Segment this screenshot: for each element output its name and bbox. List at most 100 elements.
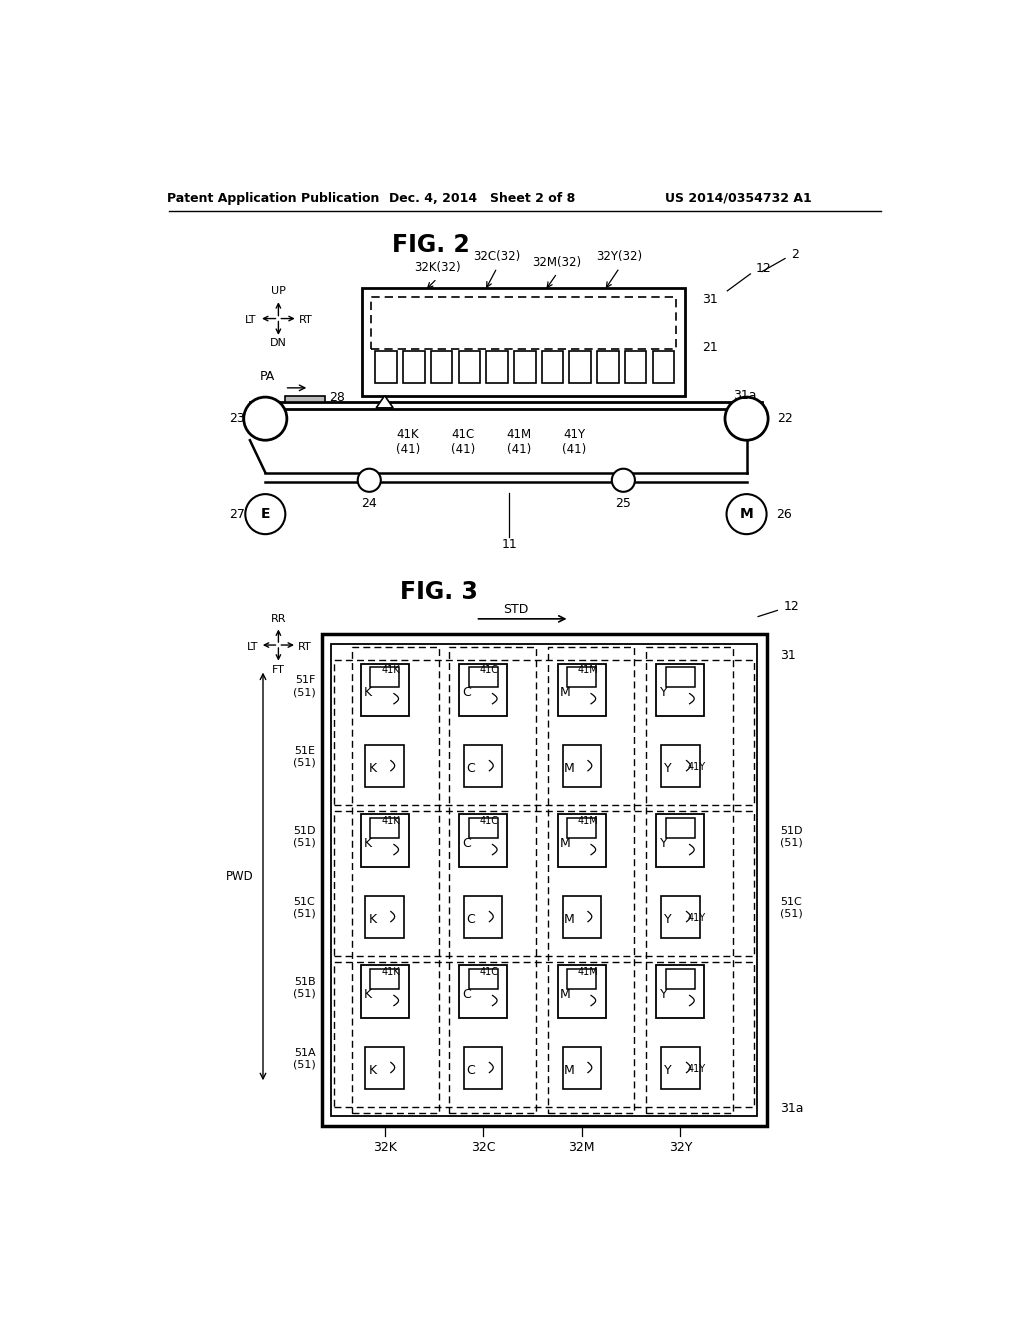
Text: PWD: PWD: [226, 870, 254, 883]
Text: Patent Application Publication: Patent Application Publication: [167, 191, 379, 205]
Text: 32Y: 32Y: [669, 1140, 692, 1154]
Bar: [662, 896, 699, 939]
Text: FIG. 3: FIG. 3: [399, 579, 477, 605]
Bar: [334, 812, 755, 956]
Text: 41M: 41M: [578, 665, 598, 675]
Bar: [361, 288, 685, 396]
Bar: [662, 1047, 699, 1089]
Text: M: M: [559, 989, 570, 1001]
Text: Sheet 2 of 8: Sheet 2 of 8: [489, 191, 575, 205]
Bar: [285, 396, 325, 401]
Text: K: K: [369, 912, 377, 925]
Text: M: M: [559, 837, 570, 850]
Bar: [562, 896, 601, 939]
Bar: [597, 351, 618, 383]
Text: M: M: [564, 1064, 574, 1077]
Text: US 2014/0354732 A1: US 2014/0354732 A1: [666, 191, 812, 205]
Text: 51D: 51D: [780, 826, 803, 837]
Bar: [656, 965, 705, 1018]
Text: (51): (51): [293, 989, 315, 999]
Text: 12: 12: [756, 261, 771, 275]
Text: (51): (51): [780, 908, 803, 919]
Text: 26: 26: [776, 508, 792, 520]
Text: 41M: 41M: [578, 966, 598, 977]
Text: 21: 21: [701, 341, 718, 354]
Circle shape: [725, 397, 768, 441]
Text: 51C: 51C: [780, 898, 802, 907]
Text: C: C: [467, 762, 475, 775]
Text: 51E: 51E: [294, 746, 315, 756]
Text: 2: 2: [792, 248, 799, 261]
Circle shape: [611, 469, 635, 492]
Bar: [656, 664, 705, 715]
Text: 11: 11: [502, 539, 517, 552]
Text: UP: UP: [271, 286, 286, 296]
Text: 32C(32): 32C(32): [473, 251, 521, 264]
Text: M: M: [559, 686, 570, 700]
Text: (51): (51): [293, 1060, 315, 1069]
Bar: [666, 818, 695, 838]
Bar: [370, 818, 399, 838]
Text: 51C: 51C: [294, 898, 315, 907]
Bar: [460, 814, 507, 867]
Text: Y: Y: [665, 1064, 672, 1077]
Bar: [459, 351, 480, 383]
Bar: [370, 969, 399, 989]
Text: 41C: 41C: [480, 816, 499, 825]
Text: Y: Y: [665, 762, 672, 775]
Bar: [567, 668, 596, 688]
Bar: [469, 668, 498, 688]
Bar: [376, 351, 397, 383]
Bar: [431, 351, 453, 383]
Text: 25: 25: [615, 496, 632, 510]
Text: 51B: 51B: [294, 977, 315, 987]
Text: (51): (51): [293, 686, 315, 697]
Bar: [562, 1047, 601, 1089]
Text: 12: 12: [783, 601, 800, 612]
Bar: [464, 744, 503, 788]
Bar: [371, 297, 676, 350]
Circle shape: [357, 469, 381, 492]
Bar: [464, 1047, 503, 1089]
Bar: [666, 969, 695, 989]
Text: 32C: 32C: [471, 1140, 496, 1154]
Text: 28: 28: [329, 391, 345, 404]
Text: 32K: 32K: [373, 1140, 396, 1154]
Text: 24: 24: [361, 496, 377, 510]
Bar: [662, 744, 699, 788]
Circle shape: [244, 397, 287, 441]
Bar: [569, 351, 591, 383]
Text: M: M: [564, 912, 574, 925]
Circle shape: [246, 494, 286, 535]
Bar: [366, 744, 403, 788]
Text: RR: RR: [270, 614, 286, 624]
Text: 51D: 51D: [293, 826, 315, 837]
Bar: [558, 664, 605, 715]
Text: 41K: 41K: [382, 816, 400, 825]
Text: LT: LT: [247, 642, 258, 652]
Text: 31: 31: [701, 293, 718, 306]
Text: 41C: 41C: [480, 665, 499, 675]
Text: 32M: 32M: [568, 1140, 595, 1154]
Text: 41Y
(41): 41Y (41): [562, 428, 586, 455]
Bar: [558, 814, 605, 867]
Text: FT: FT: [272, 665, 285, 675]
Bar: [652, 351, 674, 383]
Bar: [360, 814, 409, 867]
Text: 51F: 51F: [295, 676, 315, 685]
Text: (51): (51): [780, 838, 803, 847]
Text: 41K: 41K: [382, 665, 400, 675]
Text: (51): (51): [293, 908, 315, 919]
Text: 41Y: 41Y: [688, 912, 707, 923]
Bar: [486, 351, 508, 383]
Text: 41M
(41): 41M (41): [506, 428, 531, 455]
Text: 32Y(32): 32Y(32): [596, 251, 643, 264]
Text: 23: 23: [228, 412, 245, 425]
Text: 41Y: 41Y: [688, 762, 707, 772]
Text: 22: 22: [777, 412, 794, 425]
Text: (51): (51): [293, 758, 315, 768]
Text: K: K: [364, 686, 372, 700]
Bar: [331, 644, 758, 1117]
Text: Y: Y: [659, 837, 668, 850]
Bar: [666, 668, 695, 688]
